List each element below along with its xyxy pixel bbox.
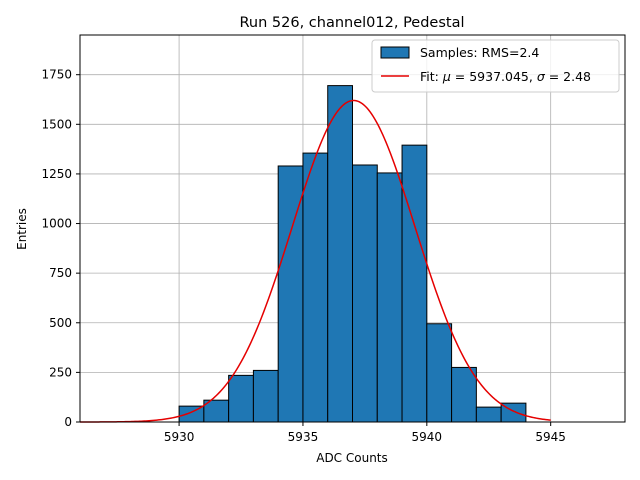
legend: Samples: RMS=2.4 Fit: μ = 5937.045, σ = … (371, 39, 620, 93)
x-axis-label: ADC Counts (316, 451, 388, 465)
histogram-bar (376, 172, 403, 423)
histogram-bar (302, 152, 329, 423)
y-tick-label: 1250 (41, 167, 72, 181)
plot-frame (79, 34, 626, 423)
histogram-bars (178, 85, 527, 423)
legend-samples-label: Samples: RMS=2.4 (420, 45, 539, 60)
y-tick-label: 1750 (41, 68, 72, 82)
chart-title: Run 526, channel012, Pedestal (239, 15, 464, 31)
y-tick-label: 1000 (41, 217, 72, 231)
histogram-bar (352, 164, 378, 423)
y-tick-label: 0 (64, 415, 72, 429)
y-tick-label: 250 (49, 365, 72, 379)
x-tick-label: 5935 (288, 430, 319, 444)
histogram-bar (475, 406, 502, 423)
legend-sigma-symbol: σ (537, 69, 546, 84)
legend-mu-value: = 5937.045, (451, 69, 537, 84)
x-tick-label: 5945 (535, 430, 566, 444)
histogram-bar (327, 85, 353, 423)
y-axis-ticks: 0 250 500 750 1000 1250 1500 1750 (41, 68, 80, 429)
histogram-bar (252, 369, 279, 423)
y-tick-label: 500 (49, 316, 72, 330)
y-tick-label: 750 (49, 266, 72, 280)
histogram-bar (401, 144, 428, 423)
legend-samples-patch (380, 46, 410, 59)
histogram-bar (426, 323, 453, 423)
x-tick-label: 5930 (164, 430, 195, 444)
x-axis-ticks: 5930 5935 5940 5945 (164, 422, 566, 444)
x-tick-label: 5940 (412, 430, 443, 444)
y-tick-label: 1500 (41, 117, 72, 131)
histogram-bar (228, 374, 254, 423)
legend-fit-label: Fit: μ = 5937.045, σ = 2.48 (420, 69, 591, 84)
fit-curve (80, 99, 551, 423)
legend-mu-symbol: μ (442, 69, 451, 84)
y-axis-label: Entries (15, 208, 29, 250)
legend-box (371, 39, 620, 93)
histogram-bar (451, 366, 477, 423)
legend-sigma-value: = 2.48 (545, 69, 591, 84)
legend-fit-prefix: Fit: (420, 69, 443, 84)
